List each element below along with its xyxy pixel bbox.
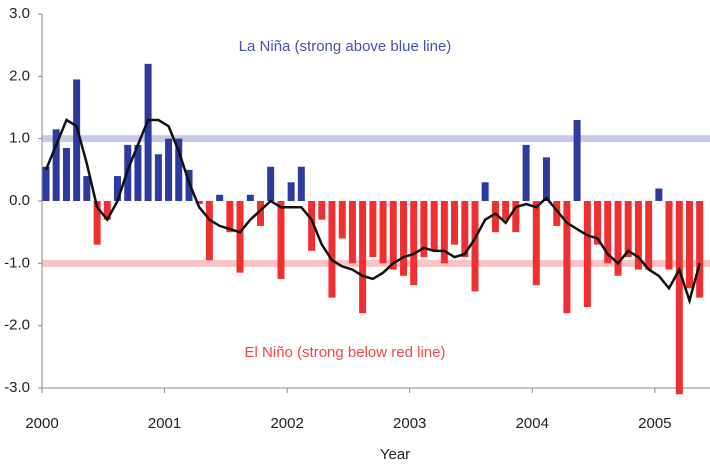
y-tick-label: 1.0 xyxy=(9,130,30,147)
bar xyxy=(696,201,704,298)
bar xyxy=(430,201,438,251)
bar xyxy=(297,166,305,201)
bar xyxy=(542,157,550,201)
smoothed-line xyxy=(44,118,701,306)
bar xyxy=(471,201,479,292)
bar xyxy=(604,201,612,264)
bar xyxy=(675,201,683,395)
y-tick-label: -1.0 xyxy=(4,254,30,271)
bar xyxy=(594,201,602,245)
y-tick-label: -2.0 xyxy=(4,317,30,334)
bar xyxy=(236,201,244,273)
bar xyxy=(420,201,428,258)
bar xyxy=(389,201,397,270)
bar xyxy=(359,201,367,314)
annotation: La Niña (strong above blue line) xyxy=(239,38,452,55)
bar xyxy=(532,201,540,286)
bar xyxy=(338,201,346,239)
bar xyxy=(73,79,81,201)
bar xyxy=(308,201,316,251)
annotation: El Niño (strong below red line) xyxy=(245,344,446,361)
bar xyxy=(287,182,295,201)
bar xyxy=(165,138,173,201)
y-tick-label: 3.0 xyxy=(9,5,30,22)
bar xyxy=(93,201,101,245)
bar xyxy=(400,201,408,276)
bar xyxy=(246,194,254,201)
bar xyxy=(665,201,673,270)
y-tick-label: 2.0 xyxy=(9,67,30,84)
bar xyxy=(83,176,91,201)
bar xyxy=(369,201,377,258)
bar xyxy=(583,201,591,307)
bar xyxy=(195,201,203,205)
x-tick-label: 2002 xyxy=(270,415,303,432)
y-tick-label: 0.0 xyxy=(9,192,30,209)
x-tick-label: 2003 xyxy=(393,415,426,432)
bar xyxy=(645,201,653,270)
bar xyxy=(451,201,459,245)
bar xyxy=(144,63,152,201)
bar xyxy=(205,201,213,261)
bar xyxy=(226,201,234,233)
bar xyxy=(277,201,285,279)
x-tick-label: 2000 xyxy=(25,415,58,432)
bar xyxy=(42,166,50,201)
bar xyxy=(410,201,418,286)
bar xyxy=(134,144,142,201)
bar xyxy=(461,201,469,258)
bar xyxy=(103,201,111,220)
x-axis-label: Year xyxy=(380,446,410,463)
bar xyxy=(318,201,326,220)
bar xyxy=(614,201,622,276)
bar xyxy=(655,188,663,201)
bar xyxy=(634,201,642,270)
bar xyxy=(502,201,510,220)
bar xyxy=(563,201,571,314)
bar xyxy=(256,201,264,226)
bar xyxy=(491,201,499,233)
bar xyxy=(328,201,336,298)
bar xyxy=(348,201,356,264)
bar xyxy=(52,129,60,201)
bar xyxy=(522,144,530,201)
bar xyxy=(512,201,520,233)
y-tick-label: -3.0 xyxy=(4,379,30,396)
bar xyxy=(154,154,162,201)
bar xyxy=(267,166,275,201)
bar xyxy=(113,176,121,201)
bar xyxy=(379,201,387,264)
bar xyxy=(573,119,581,201)
bar xyxy=(624,201,632,258)
x-tick-label: 2005 xyxy=(638,415,671,432)
bar xyxy=(685,201,693,289)
bar xyxy=(440,201,448,264)
x-tick-label: 2001 xyxy=(148,415,181,432)
bar xyxy=(481,182,489,201)
x-tick-label: 2004 xyxy=(516,415,549,432)
bar xyxy=(216,194,224,201)
bar xyxy=(62,148,70,201)
bar xyxy=(175,138,183,201)
bar xyxy=(553,201,561,226)
